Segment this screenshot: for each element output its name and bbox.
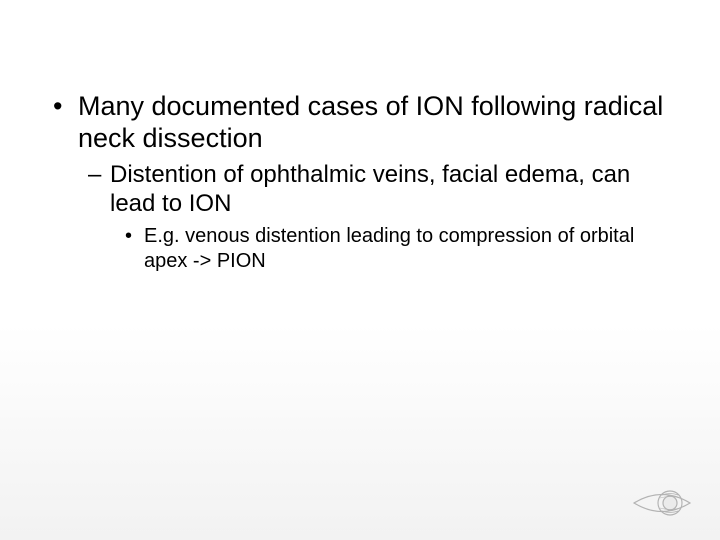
bullet-text: Many documented cases of ION following r… xyxy=(78,91,663,153)
bullet-text: E.g. venous distention leading to compre… xyxy=(144,225,634,272)
slide-body: Many documented cases of ION following r… xyxy=(0,0,720,540)
bullet-level-3: E.g. venous distention leading to compre… xyxy=(50,224,670,274)
bullet-text: Distention of ophthalmic veins, facial e… xyxy=(110,161,630,217)
eye-seal-logo xyxy=(632,484,692,522)
bullet-level-2: Distention of ophthalmic veins, facial e… xyxy=(50,161,670,219)
bullet-level-1: Many documented cases of ION following r… xyxy=(50,90,670,155)
